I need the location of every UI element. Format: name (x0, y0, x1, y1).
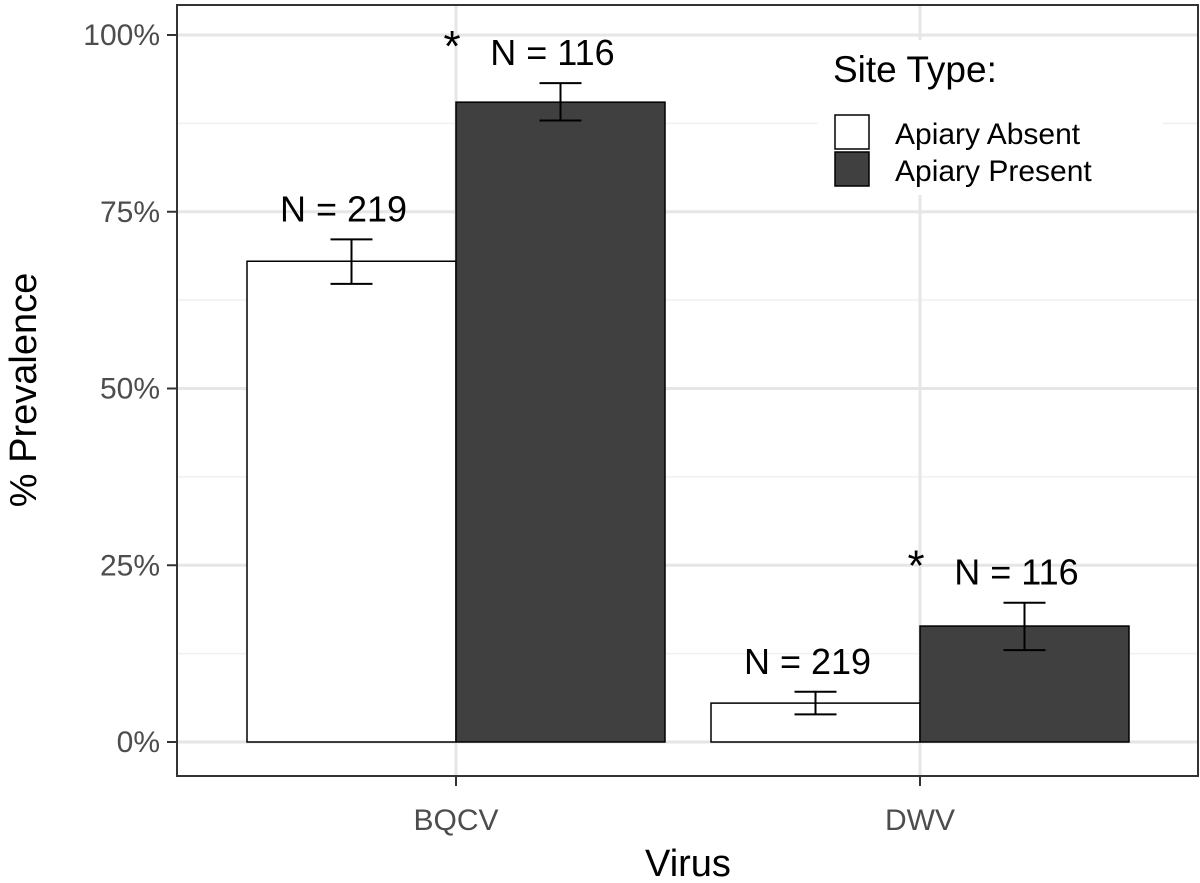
y-tick-label: 25% (100, 549, 160, 582)
plot-panel-border (176, 4, 1199, 777)
significance-marker-dwv-apiary-present: * (907, 542, 924, 591)
y-tick-label: 100% (83, 19, 160, 52)
bar-annotations: N = 219 N = 219 N = 116 * N = 116 * (280, 22, 1079, 682)
bar-bqcv-apiary-present (455, 101, 666, 743)
x-axis-title: Virus (645, 843, 731, 883)
significance-marker-bqcv-apiary-present: * (443, 22, 460, 71)
n-label-dwv-apiary-absent: N = 219 (744, 641, 871, 682)
legend-background (818, 40, 1163, 195)
bar-bqcv-apiary-absent (246, 260, 457, 743)
error-bar-dwv-apiary-absent (794, 690, 837, 716)
error-bar-bqcv-apiary-absent (330, 238, 373, 285)
y-tick-label: 50% (100, 373, 160, 406)
error-bar-dwv-apiary-present (1003, 601, 1046, 652)
legend-key-apiary-present (834, 151, 870, 187)
x-tick-label-bqcv: BQCV (413, 804, 498, 837)
error-bars (330, 82, 1046, 716)
legend-title: Site Type: (833, 49, 997, 90)
x-axis: BQCV DWV (413, 776, 955, 837)
y-axis-title: % Prevalence (3, 273, 45, 507)
legend-label-apiary-present: Apiary Present (895, 155, 1092, 188)
error-bar-bqcv-apiary-present (539, 82, 582, 122)
x-tick-label-dwv: DWV (885, 804, 955, 837)
n-label-bqcv-apiary-present: N = 116 (490, 32, 614, 73)
y-tick-label: 0% (117, 726, 160, 759)
y-tick-label: 75% (100, 196, 160, 229)
n-label-bqcv-apiary-absent: N = 219 (280, 188, 407, 229)
y-axis: 0% 25% 50% 75% 100% (83, 19, 177, 759)
n-label-dwv-apiary-present: N = 116 (954, 552, 1078, 593)
legend-key-apiary-absent (834, 114, 870, 150)
legend-label-apiary-absent: Apiary Absent (895, 118, 1081, 151)
bars (246, 101, 1130, 743)
legend: Site Type: Apiary Absent Apiary Present (818, 40, 1163, 195)
